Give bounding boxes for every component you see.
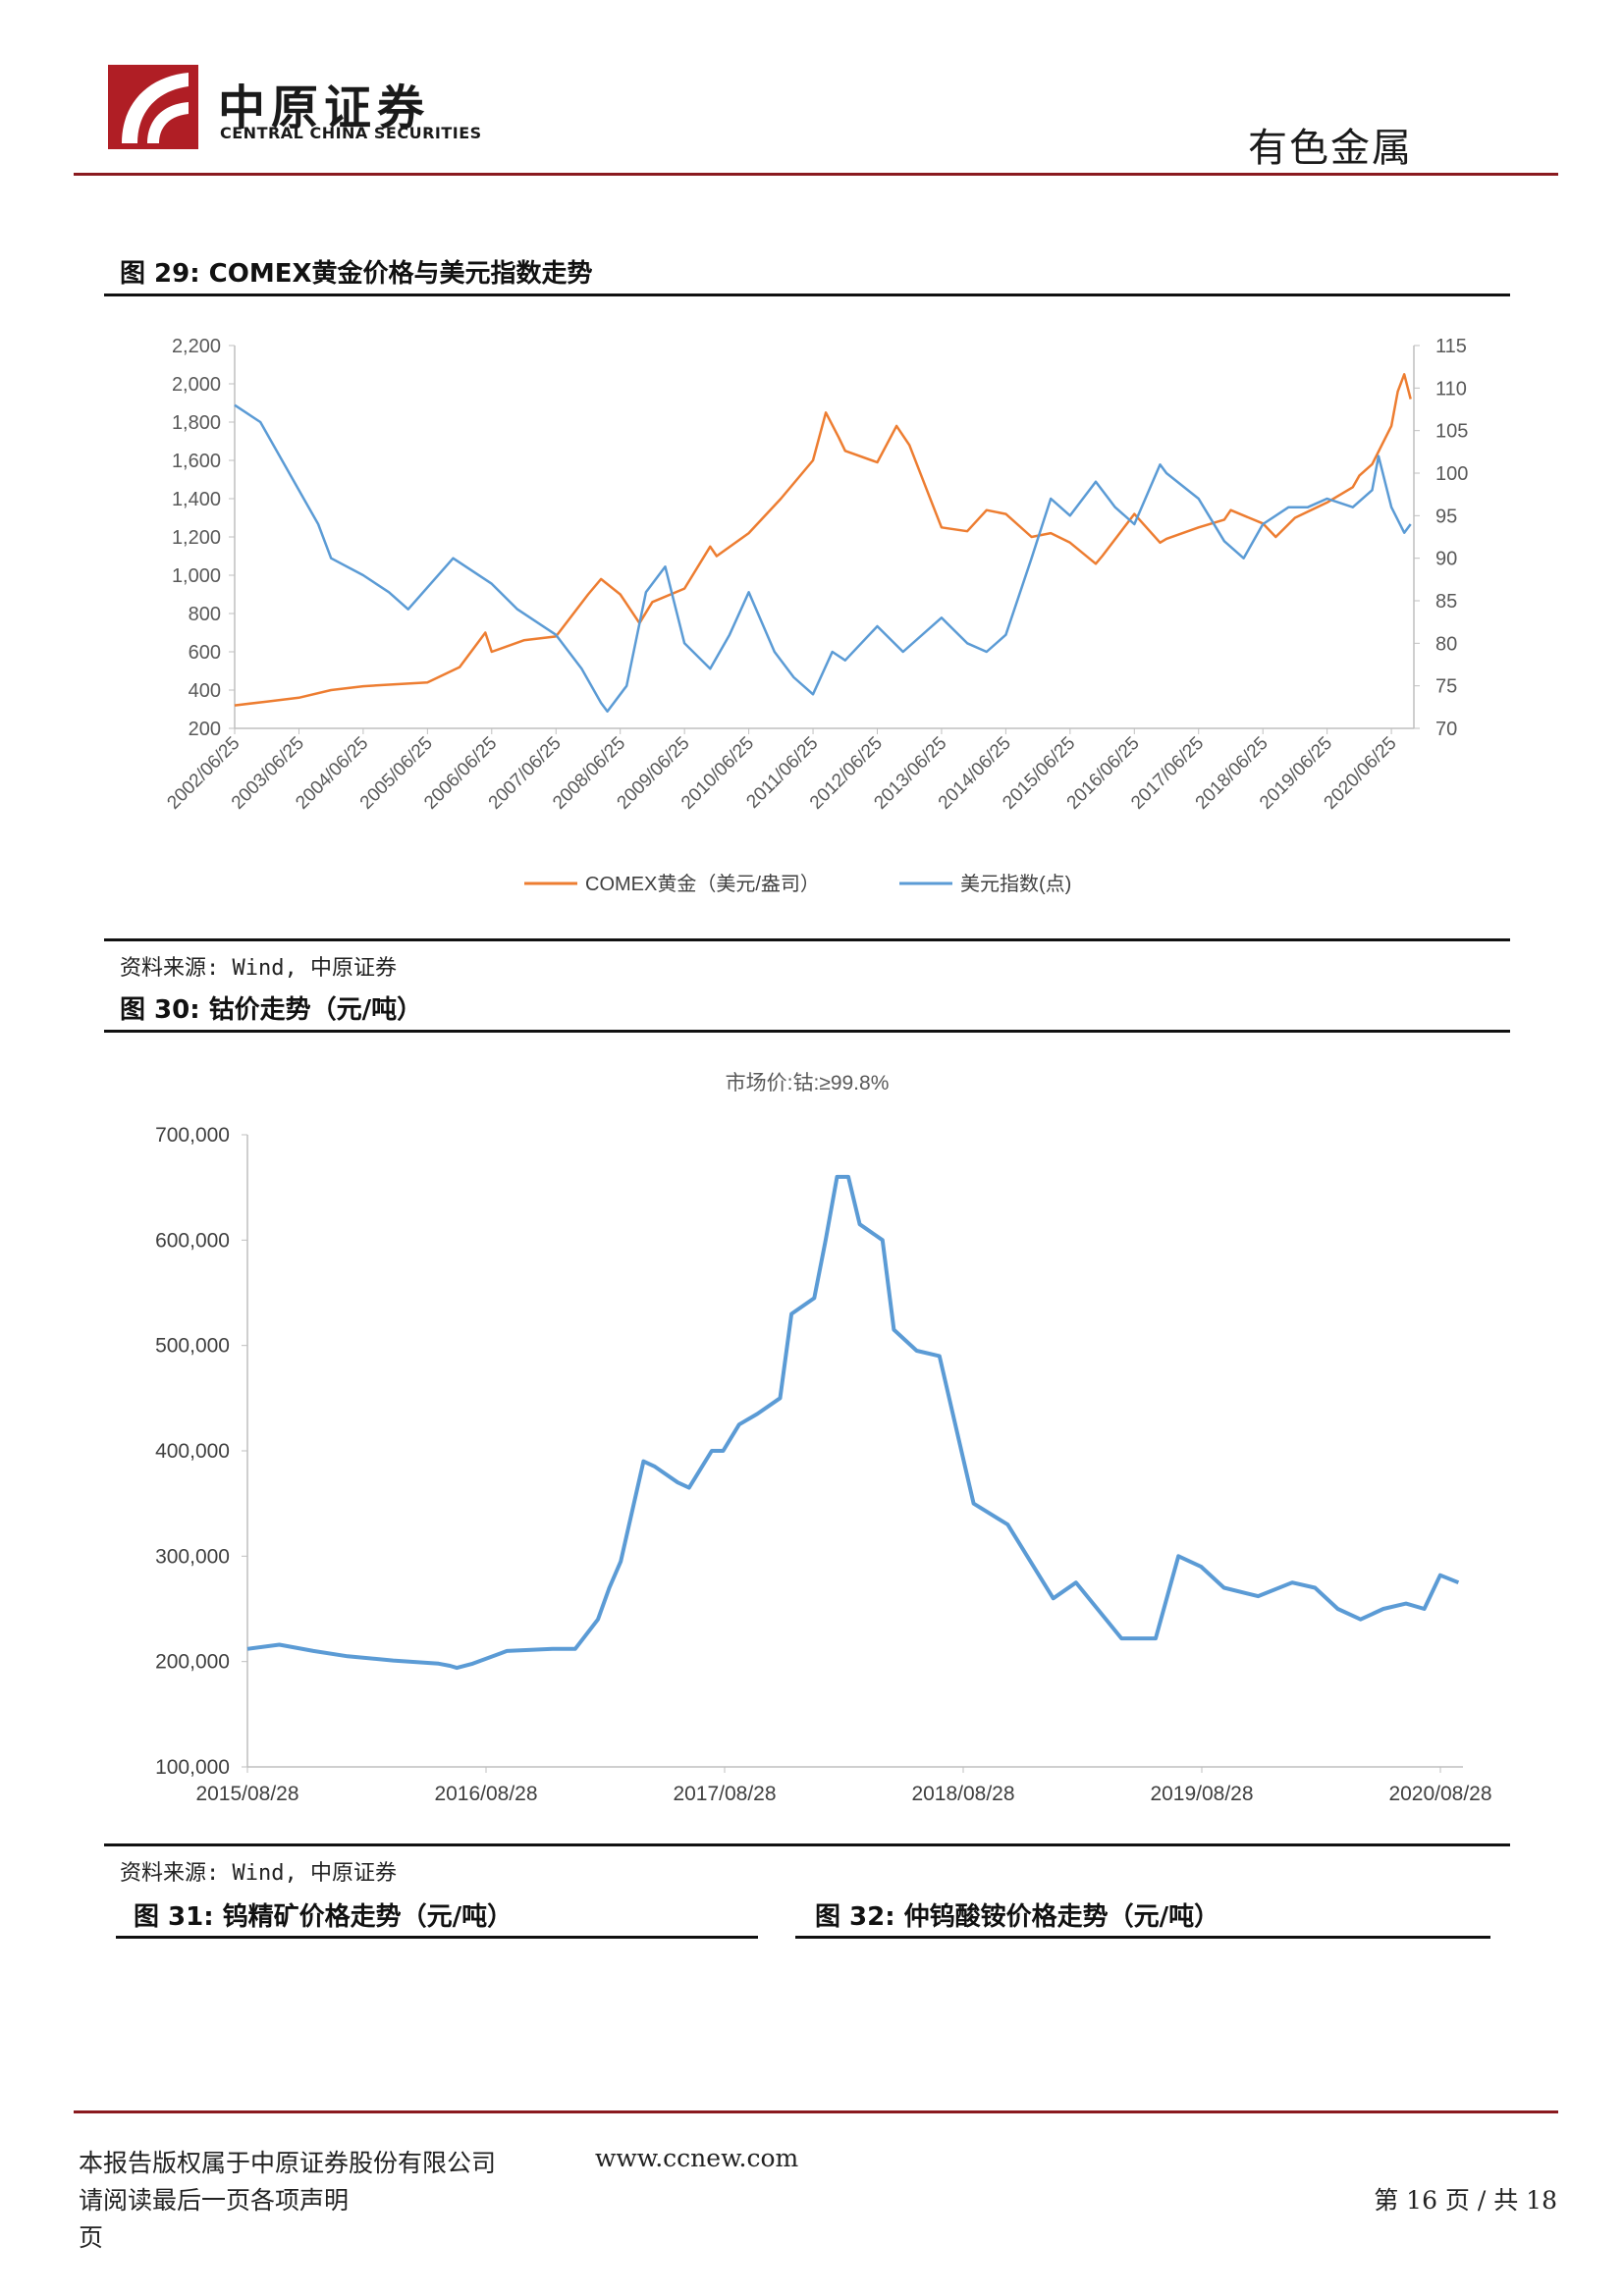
- brand-name-en: CENTRAL CHINA SECURITIES: [220, 124, 482, 142]
- fig30-chart: 市场价:钴:≥99.8% 700,000 600,000 500,000 400,00…: [155, 1072, 1491, 1805]
- fig29-top-rule: [104, 294, 1510, 296]
- footer-website[interactable]: www.ccnew.com: [595, 2144, 799, 2172]
- x-tick-label: 2016/08/28: [434, 1783, 537, 1805]
- footer-copyright: 本报告版权属于中原证券股份有限公司: [79, 2149, 497, 2177]
- fig30-chart-title: 市场价:钴:≥99.8%: [726, 1072, 890, 1095]
- fig32-top-rule: [795, 1936, 1490, 1939]
- y-right-tick-label: 100: [1435, 463, 1468, 485]
- y-right-tick-label: 110: [1435, 378, 1467, 400]
- series-line-gold: [234, 373, 1412, 707]
- fig31-title: 图 31: 钨精矿价格走势（元/吨）: [134, 1902, 514, 1932]
- fig29-title: 图 29: COMEX黄金价格与美元指数走势: [120, 259, 593, 289]
- company-logo: [108, 65, 198, 149]
- y-left-tick-label: 1,200: [172, 527, 221, 549]
- y-left-tick-label: 800: [189, 604, 221, 625]
- fig30-source: 资料来源: Wind, 中原证券: [120, 1861, 397, 1886]
- y-left-tick-label: 1,000: [172, 565, 221, 587]
- fig29-chart: 2,200 2,000 1,800 1,600 1,400 1,200 1,000 800 60…: [163, 336, 1468, 895]
- footer-page-number: 第 16 页 / 共 18: [1374, 2186, 1557, 2215]
- y-left-tick-label: 2,000: [172, 374, 221, 396]
- x-tick-label: 2019/08/28: [1150, 1783, 1253, 1805]
- fig30-bottom-rule: [104, 1843, 1510, 1846]
- x-tick-label: 2020/08/28: [1388, 1783, 1491, 1805]
- series-line-cobalt: [246, 1174, 1460, 1671]
- y-right-tick-label: 115: [1435, 336, 1467, 357]
- x-tick-label: 2018/08/28: [911, 1783, 1014, 1805]
- y-right-tick-label: 90: [1435, 549, 1457, 570]
- brand-name-cn: 中原证券: [218, 80, 431, 135]
- fig30-top-rule: [104, 1030, 1510, 1033]
- y-right-tick-label: 105: [1435, 421, 1468, 443]
- y-left-tick-label: 600: [189, 642, 221, 664]
- y-right-tick-label: 75: [1435, 676, 1457, 698]
- y-tick-label: 700,000: [155, 1124, 230, 1147]
- y-right-tick-label: 85: [1435, 591, 1457, 613]
- fig29-bottom-rule: [104, 938, 1510, 941]
- fig30-title: 图 30: 钴价走势（元/吨）: [120, 995, 423, 1025]
- header-divider: [74, 173, 1558, 176]
- y-left-tick-label: 400: [189, 680, 221, 702]
- y-left-tick-label: 2,200: [172, 336, 221, 357]
- fig32-title: 图 32: 仲钨酸铵价格走势（元/吨）: [815, 1902, 1220, 1932]
- y-tick-label: 500,000: [155, 1335, 230, 1358]
- fig29-source: 资料来源: Wind, 中原证券: [120, 956, 397, 981]
- legend-label-usd: 美元指数(点): [960, 873, 1071, 895]
- y-left-tick-label: 1,600: [172, 451, 221, 472]
- x-tick-label: 2015/08/28: [195, 1783, 298, 1805]
- y-tick-label: 200,000: [155, 1651, 230, 1674]
- y-right-tick-label: 80: [1435, 633, 1457, 655]
- y-tick-label: 400,000: [155, 1440, 230, 1463]
- y-tick-label: 300,000: [155, 1545, 230, 1568]
- y-left-tick-label: 1,400: [172, 489, 221, 510]
- footer-divider: [74, 2110, 1558, 2113]
- footer-disclaimer: 请阅读最后一页各项声明: [79, 2186, 350, 2215]
- y-tick-label: 600,000: [155, 1229, 230, 1252]
- fig31-top-rule: [116, 1936, 758, 1939]
- y-tick-label: 100,000: [155, 1756, 230, 1779]
- series-line-usd-index: [234, 403, 1412, 713]
- y-left-tick-label: 200: [189, 719, 221, 740]
- y-left-tick-label: 1,800: [172, 412, 221, 434]
- legend-label-gold: COMEX黄金（美元/盎司）: [585, 873, 820, 895]
- sector-title: 有色金属: [1248, 126, 1413, 171]
- y-right-tick-label: 70: [1435, 719, 1457, 740]
- footer-page-suffix: 页: [79, 2223, 104, 2252]
- x-tick-label: 2017/08/28: [673, 1783, 776, 1805]
- y-right-tick-label: 95: [1435, 506, 1457, 527]
